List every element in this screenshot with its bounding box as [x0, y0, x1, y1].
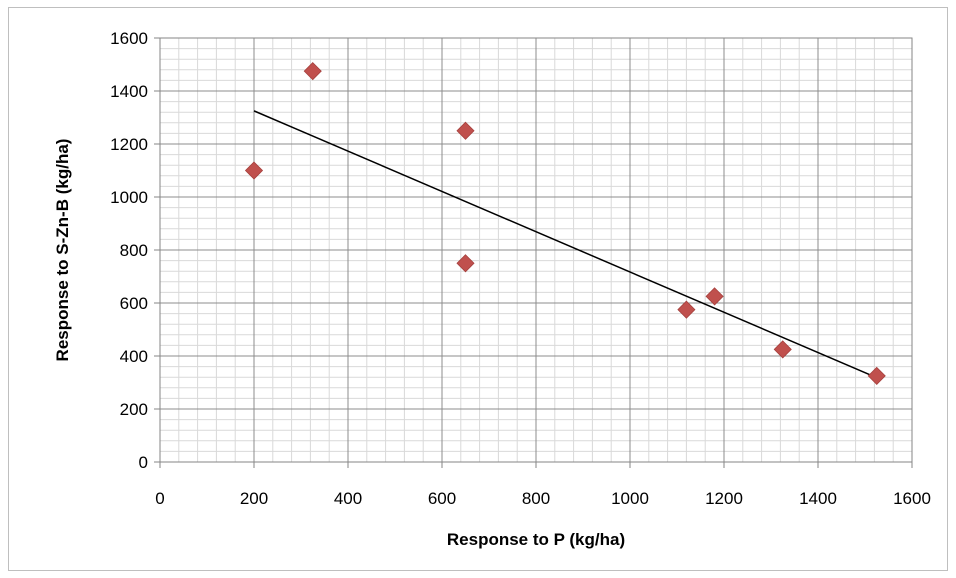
- y-tick-label: 0: [139, 453, 148, 472]
- x-tick-label: 400: [334, 489, 362, 508]
- y-axis-ticks: 0 200 400 600 800 1000 1200 1400 1600: [110, 29, 160, 472]
- x-axis-title: Response to P (kg/ha): [447, 530, 625, 549]
- data-point: [773, 340, 792, 359]
- x-tick-label: 1000: [611, 489, 649, 508]
- data-point: [705, 287, 724, 306]
- y-tick-label: 1600: [110, 29, 148, 48]
- y-tick-label: 200: [120, 400, 148, 419]
- y-tick-label: 800: [120, 241, 148, 260]
- x-tick-label: 600: [428, 489, 456, 508]
- data-point: [456, 254, 475, 273]
- trendline: [253, 110, 878, 379]
- data-points: [244, 62, 886, 385]
- data-point: [867, 366, 886, 385]
- x-tick-label: 1200: [705, 489, 743, 508]
- y-tick-label: 400: [120, 347, 148, 366]
- data-point: [677, 300, 696, 319]
- x-axis-ticks: 0 200 400 600 800 1000 1200 1400 1600: [155, 462, 931, 508]
- y-tick-label: 1200: [110, 135, 148, 154]
- y-tick-label: 1000: [110, 188, 148, 207]
- chart-frame: [8, 7, 948, 571]
- data-point: [303, 62, 322, 81]
- y-tick-label: 1400: [110, 82, 148, 101]
- data-point: [456, 121, 475, 140]
- y-axis-title: Response to S-Zn-B (kg/ha): [53, 139, 72, 362]
- x-tick-label: 1600: [893, 489, 931, 508]
- x-tick-label: 800: [522, 489, 550, 508]
- y-tick-label: 600: [120, 294, 148, 313]
- x-tick-label: 1400: [799, 489, 837, 508]
- x-tick-label: 200: [240, 489, 268, 508]
- x-tick-label: 0: [155, 489, 164, 508]
- data-point: [244, 161, 264, 180]
